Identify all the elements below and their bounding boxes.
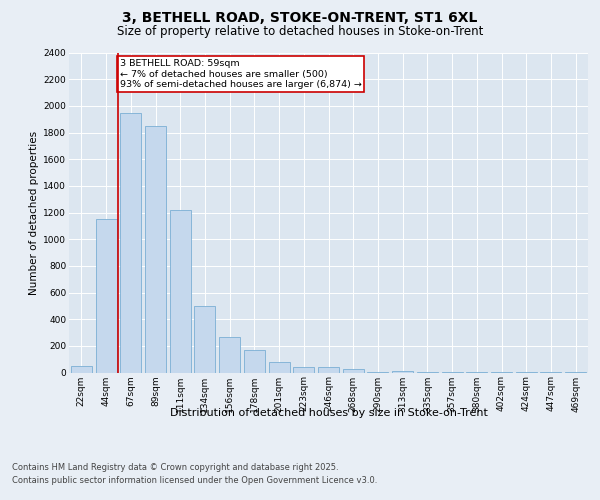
Text: Contains public sector information licensed under the Open Government Licence v3: Contains public sector information licen… (12, 476, 377, 485)
Bar (71, 366, 92, 372)
Text: Size of property relative to detached houses in Stoke-on-Trent: Size of property relative to detached ho… (117, 25, 483, 38)
Bar (318, 367, 339, 372)
Bar (343, 368, 364, 372)
Bar (244, 350, 265, 372)
Bar (95, 219, 116, 372)
Y-axis label: Number of detached properties: Number of detached properties (29, 130, 39, 294)
Bar (269, 362, 290, 372)
Bar (120, 112, 141, 372)
Bar (392, 370, 413, 372)
Text: Distribution of detached houses by size in Stoke-on-Trent: Distribution of detached houses by size … (170, 408, 488, 418)
Bar (145, 126, 166, 372)
Text: 3 BETHELL ROAD: 59sqm
← 7% of detached houses are smaller (500)
93% of semi-deta: 3 BETHELL ROAD: 59sqm ← 7% of detached h… (119, 59, 362, 89)
Bar (170, 210, 191, 372)
Bar (194, 306, 215, 372)
Bar (293, 367, 314, 372)
Text: Contains HM Land Registry data © Crown copyright and database right 2025.: Contains HM Land Registry data © Crown c… (12, 462, 338, 471)
Text: 3, BETHELL ROAD, STOKE-ON-TRENT, ST1 6XL: 3, BETHELL ROAD, STOKE-ON-TRENT, ST1 6XL (122, 11, 478, 25)
Bar (219, 337, 240, 372)
